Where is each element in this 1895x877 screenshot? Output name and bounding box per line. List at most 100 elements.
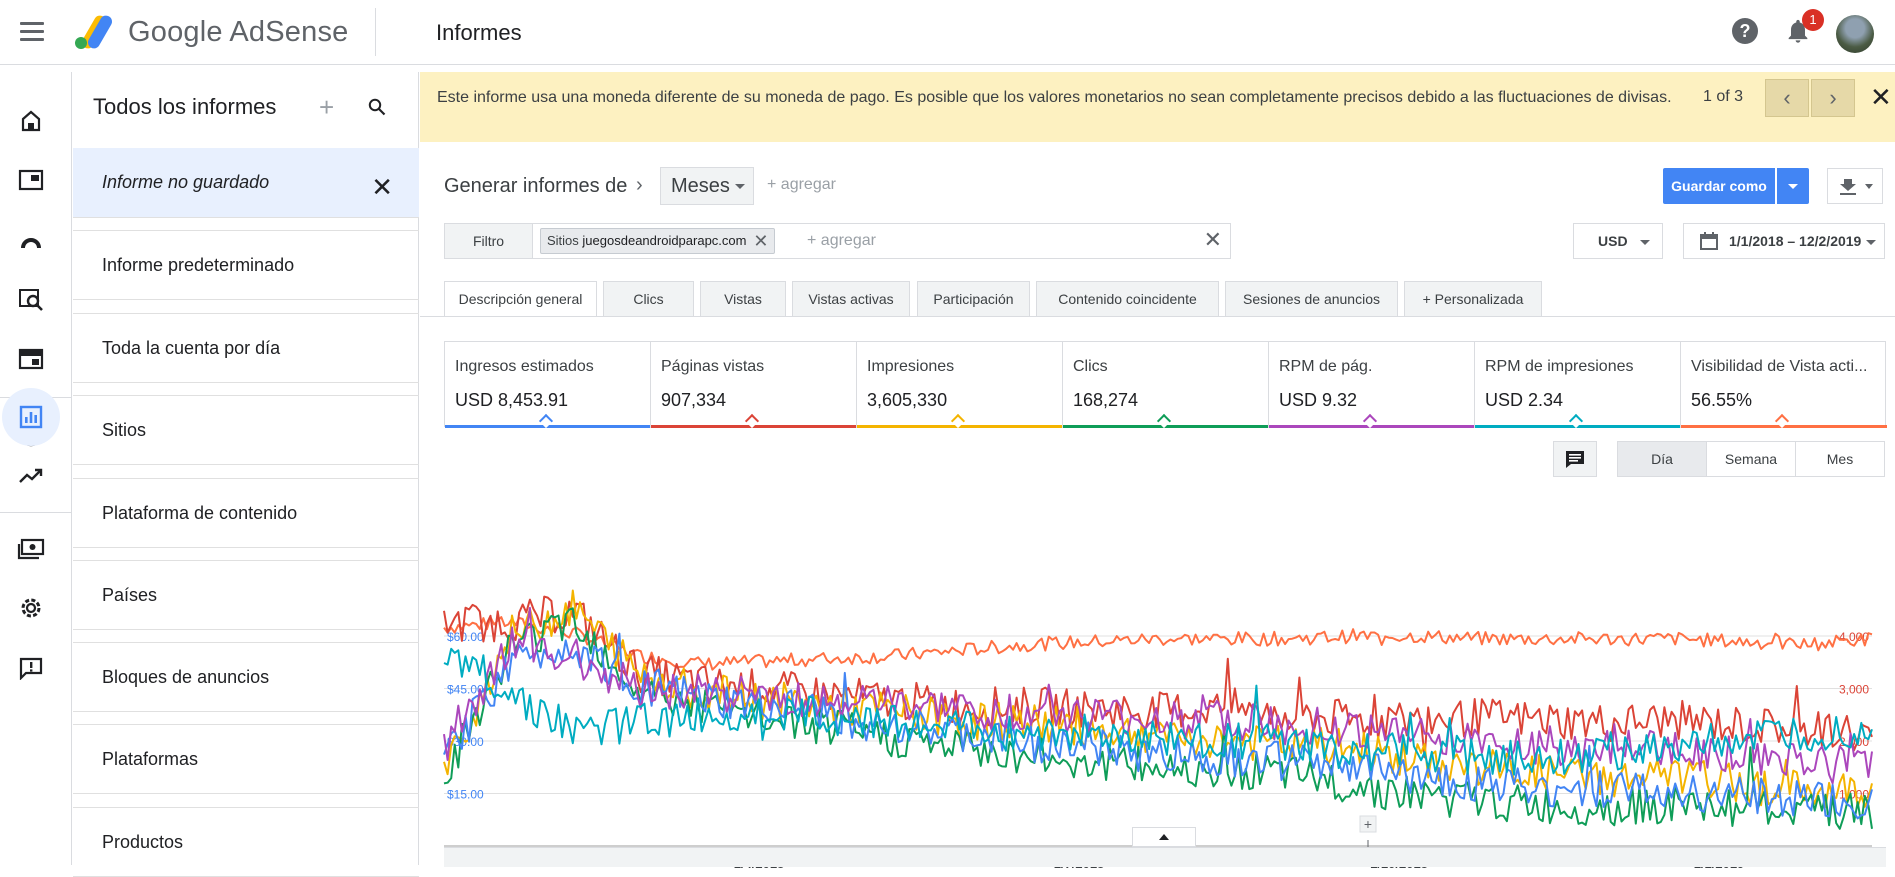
feedback-icon[interactable]	[14, 651, 48, 685]
notice-text: Este informe usa una moneda diferente de…	[437, 89, 1672, 106]
payments-icon[interactable]	[14, 532, 48, 566]
sidebar-item-label: Productos	[102, 831, 184, 852]
auto-ads-icon[interactable]	[14, 223, 48, 257]
metric-value: USD 9.32	[1279, 390, 1358, 410]
y-tick-label-right: 3,000	[1839, 683, 1869, 697]
remove-filter-icon[interactable]: ✕	[753, 231, 769, 251]
period-day-button[interactable]: Día	[1617, 441, 1707, 477]
sidebar-item-label: Informe no guardado	[102, 172, 270, 192]
filter-chip[interactable]: Sitios juegosdeandroidparapc.com ✕	[540, 228, 776, 254]
currency-select[interactable]: USD	[1573, 223, 1663, 259]
add-annotation-button[interactable]	[1359, 815, 1377, 833]
y-tick-label-left: $45.00	[447, 683, 484, 697]
dimension-value: Meses	[671, 175, 730, 197]
menu-icon[interactable]	[20, 22, 44, 42]
save-as-dropdown[interactable]	[1777, 168, 1809, 204]
metric-card[interactable]: Visibilidad de Vista acti... 56.55%	[1681, 342, 1887, 429]
tab-overview[interactable]: Descripción general	[444, 281, 597, 317]
sidebar-item[interactable]: Plataforma de contenido	[73, 478, 419, 548]
metric-color-bar	[1681, 425, 1887, 428]
series-line	[443, 589, 1873, 809]
table-toolbar	[444, 847, 1886, 867]
trend-icon[interactable]	[14, 458, 48, 492]
filter-button[interactable]: Filtro	[445, 224, 533, 258]
sidebar-item[interactable]: Toda la cuenta por día	[73, 313, 419, 383]
metric-label: Ingresos estimados	[455, 358, 594, 375]
home-icon[interactable]	[14, 104, 48, 138]
add-report-icon[interactable]: +	[319, 92, 335, 122]
sidebar-item-label: Países	[102, 584, 158, 605]
annotations-button[interactable]	[1553, 441, 1597, 477]
metric-card[interactable]: Ingresos estimados USD 8,453.91	[445, 342, 651, 429]
metric-value: 907,334	[661, 390, 727, 410]
sidebar-item[interactable]: Países	[73, 560, 419, 630]
tab-active-views[interactable]: Vistas activas	[792, 281, 910, 316]
clear-filter-icon[interactable]: ✕	[1203, 227, 1222, 252]
metric-card[interactable]: RPM de impresiones USD 2.34	[1475, 342, 1681, 429]
add-filter-input[interactable]: + agregar	[807, 232, 876, 249]
sidebar-item-current[interactable]: Informe no guardado ✕	[73, 148, 419, 218]
metric-label: RPM de pág.	[1279, 358, 1373, 375]
tab-views[interactable]: Vistas	[700, 281, 786, 316]
metric-value: USD 8,453.91	[455, 390, 569, 410]
notice-next-button[interactable]: ›	[1811, 79, 1855, 117]
tab-ad-sessions[interactable]: Sesiones de anuncios	[1225, 281, 1398, 316]
adsense-logo[interactable]: Google AdSense	[72, 12, 348, 52]
ads-icon[interactable]	[14, 163, 48, 197]
sidebar-item[interactable]: Informe predeterminado	[73, 230, 419, 300]
download-button[interactable]	[1827, 168, 1883, 204]
metric-value: 168,274	[1073, 390, 1139, 410]
sidebar-title: Todos los informes	[93, 94, 277, 119]
sidebar-item-label: Bloques de anuncios	[102, 666, 270, 687]
metric-card[interactable]: RPM de pág. USD 9.32	[1269, 342, 1475, 429]
sites-icon[interactable]	[14, 342, 48, 376]
avatar[interactable]	[1836, 15, 1874, 53]
y-tick-label-left: $60.00	[447, 630, 484, 644]
metric-value: 3,605,330	[867, 390, 948, 410]
date-range-picker[interactable]: 1/1/2018 – 12/2/2019	[1683, 223, 1885, 259]
series-line	[443, 647, 1873, 776]
metric-label: Clics	[1073, 358, 1108, 375]
tabs-divider	[420, 316, 1895, 317]
sidebar-item[interactable]: Sitios	[73, 395, 419, 465]
logo-text: Google AdSense	[128, 15, 349, 48]
metric-label: Visibilidad de Vista acti...	[1691, 358, 1868, 375]
sidebar-item[interactable]: Bloques de anuncios	[73, 642, 419, 712]
close-icon[interactable]: ✕	[1870, 82, 1892, 112]
chevron-right-icon: ›	[636, 174, 643, 196]
metric-label: Impresiones	[867, 358, 955, 375]
period-month-button[interactable]: Mes	[1795, 441, 1885, 477]
tab-custom[interactable]: + Personalizada	[1404, 281, 1542, 316]
performance-chart: $15.00 1,000$30.00 2,000$45.00 3,000$60.00 4…	[443, 589, 1873, 868]
close-icon[interactable]: ✕	[371, 172, 393, 202]
period-week-button[interactable]: Semana	[1706, 441, 1796, 477]
comment-icon	[1566, 451, 1584, 468]
sidebar-item[interactable]: Productos	[73, 807, 419, 877]
dimension-select[interactable]: Meses	[660, 167, 754, 205]
add-dimension-link[interactable]: + agregar	[767, 176, 836, 193]
metric-label: Páginas vistas	[661, 358, 765, 375]
date-range-value: 1/1/2018 – 12/2/2019	[1729, 233, 1862, 249]
metric-card[interactable]: Impresiones 3,605,330	[857, 342, 1063, 429]
search-icon[interactable]	[368, 98, 386, 116]
settings-icon[interactable]	[14, 591, 48, 625]
save-as-button[interactable]: Guardar como	[1663, 168, 1775, 204]
report-main: Este informe usa una moneda diferente de…	[420, 72, 1895, 868]
tab-clicks[interactable]: Clics	[603, 281, 694, 316]
metric-card[interactable]: Clics 168,274	[1063, 342, 1269, 429]
tab-engagement[interactable]: Participación	[917, 281, 1030, 316]
add-annotation-icon: +	[1364, 816, 1372, 832]
nav-rail	[0, 72, 72, 865]
sidebar-item-label: Plataforma de contenido	[102, 502, 298, 523]
notice-prev-button[interactable]: ‹	[1765, 79, 1809, 117]
y-tick-label-right: 4,000	[1839, 630, 1869, 644]
reports-icon[interactable]	[14, 400, 48, 434]
series-line	[443, 606, 1873, 785]
help-icon[interactable]: ?	[1732, 18, 1758, 44]
metric-card[interactable]: Páginas vistas 907,334	[651, 342, 857, 429]
collapse-chart-button[interactable]	[1132, 827, 1196, 847]
sidebar-item-label: Toda la cuenta por día	[102, 337, 281, 358]
tab-matched-content[interactable]: Contenido coincidente	[1036, 281, 1219, 316]
sidebar-item[interactable]: Plataformas	[73, 724, 419, 794]
optimize-icon[interactable]	[14, 282, 48, 316]
